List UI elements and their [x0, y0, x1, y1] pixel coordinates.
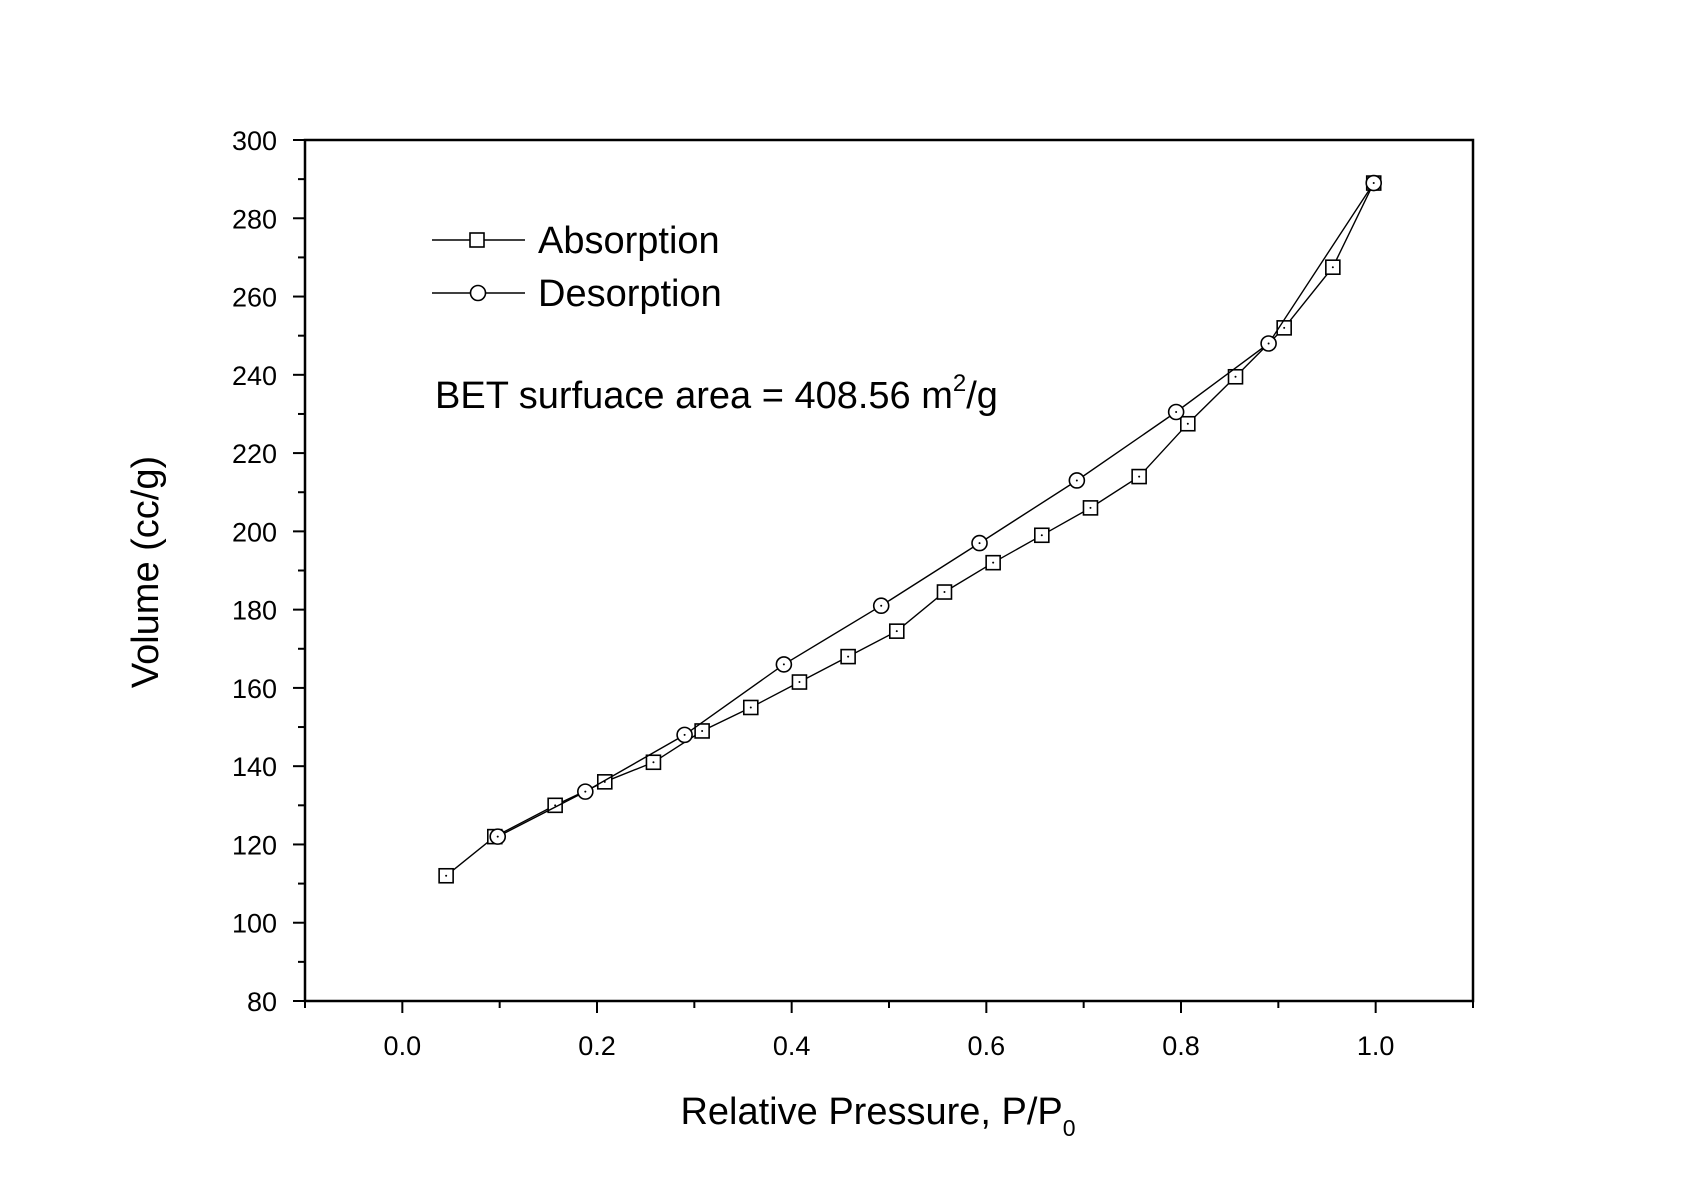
point-center-absorption: [1331, 266, 1334, 269]
point-center-absorption: [652, 761, 655, 764]
point-center-desorption: [1075, 479, 1078, 482]
point-center-absorption: [1186, 422, 1189, 425]
x-tick-label: 0.4: [773, 1031, 811, 1061]
series-line-desorption: [497, 182, 1375, 838]
bet-annotation: BET surfuace area = 408.56 m2/g: [435, 370, 998, 417]
x-tick-label: 0.6: [968, 1031, 1006, 1061]
point-center-absorption: [445, 874, 448, 877]
point-center-absorption: [943, 591, 946, 594]
y-tick-label: 280: [232, 204, 277, 234]
series-layer: [438, 174, 1383, 884]
point-center-absorption: [895, 630, 898, 633]
y-tick-label: 180: [232, 596, 277, 626]
legend-label-absorption: Absorption: [538, 220, 720, 262]
point-center-desorption: [683, 733, 686, 736]
bet-annotation-sup: 2: [953, 370, 966, 397]
point-center-absorption: [701, 729, 704, 732]
point-center-absorption: [1234, 375, 1237, 378]
point-center-desorption: [880, 604, 883, 607]
point-center-absorption: [554, 804, 557, 807]
point-center-absorption: [992, 561, 995, 564]
point-center-desorption: [496, 835, 499, 838]
legend: Absorption Desorption: [432, 220, 722, 315]
point-center-desorption: [1372, 182, 1375, 185]
legend-label-desorption: Desorption: [538, 273, 722, 315]
point-center-absorption: [847, 655, 850, 658]
point-center-absorption: [749, 706, 752, 709]
x-tick-label: 1.0: [1357, 1031, 1395, 1061]
point-center-desorption: [1175, 410, 1178, 413]
y-tick-label: 240: [232, 361, 277, 391]
series-line-absorption: [445, 182, 1375, 877]
x-tick-label: 0.0: [384, 1031, 422, 1061]
y-tick-label: 140: [232, 752, 277, 782]
axes: 0.0 0.2 0.4 0.6 0.8 1.08010012014016018020022…: [232, 126, 1474, 1061]
point-center-absorption: [1283, 326, 1286, 329]
y-tick-label: 200: [232, 517, 277, 547]
point-center-absorption: [1089, 506, 1092, 509]
point-center-desorption: [782, 663, 785, 666]
plot-frame: [303, 138, 1475, 1003]
point-center-absorption: [798, 681, 801, 684]
y-tick-label: 220: [232, 439, 277, 469]
bet-annotation-tail: /g: [966, 375, 998, 417]
point-center-desorption: [978, 542, 981, 545]
legend-marker-absorption: [469, 232, 485, 248]
x-axis-label: Relative Pressure, P/P0: [680, 1091, 1075, 1141]
legend-marker-desorption: [469, 284, 487, 302]
y-tick-label: 300: [232, 126, 277, 156]
y-tick-label: 100: [232, 909, 277, 939]
x-axis-label-text: Relative Pressure, P/P: [680, 1091, 1062, 1133]
point-center-absorption: [1138, 475, 1141, 478]
point-center-absorption: [1040, 534, 1043, 537]
x-tick-label: 0.2: [578, 1031, 616, 1061]
y-tick-label: 80: [247, 987, 277, 1017]
y-tick-label: 160: [232, 674, 277, 704]
y-tick-label: 260: [232, 283, 277, 313]
point-center-desorption: [1267, 342, 1270, 345]
y-tick-label: 120: [232, 830, 277, 860]
y-axis-label: Volume (cc/g): [125, 456, 167, 688]
bet-annotation-text: BET surfuace area = 408.56 m: [435, 375, 953, 417]
point-center-desorption: [584, 790, 587, 793]
x-tick-label: 0.8: [1162, 1031, 1200, 1061]
x-axis-label-sub: 0: [1063, 1115, 1076, 1141]
